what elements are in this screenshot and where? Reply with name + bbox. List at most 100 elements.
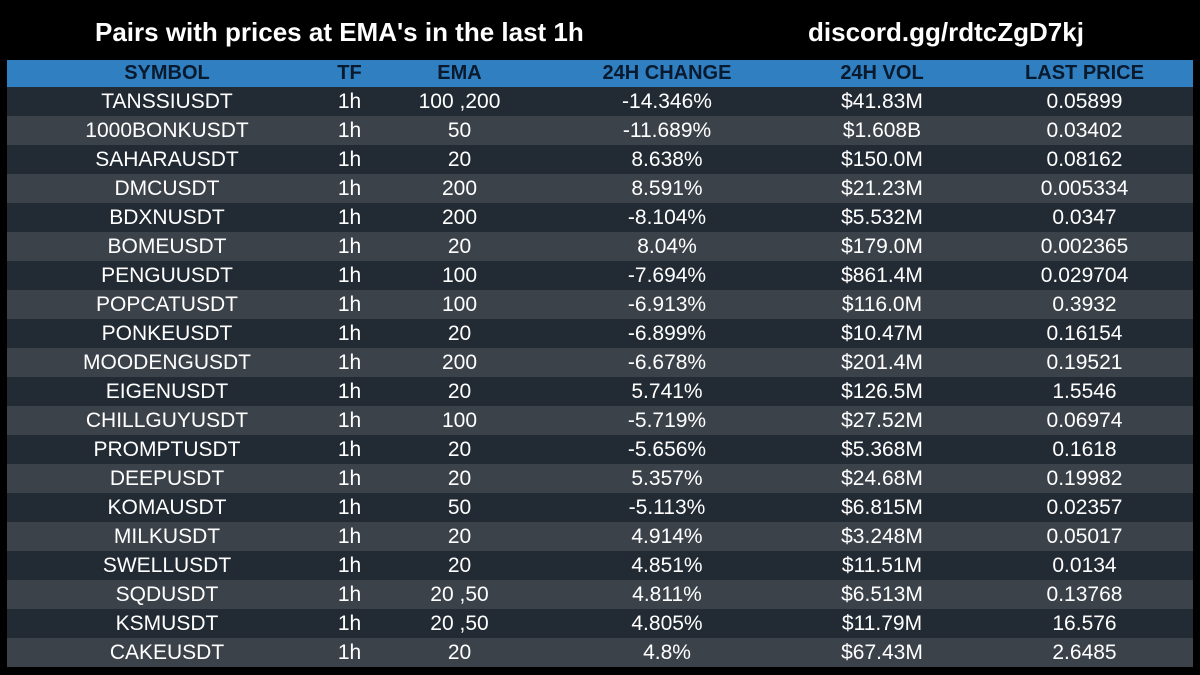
ema-cell: 50 [447, 118, 472, 142]
column-header-tf: TF [337, 62, 362, 84]
change-cell: -11.689% [622, 118, 712, 142]
table-row: CHILLGUYUSDT 1h 100 -5.719% $27.52M 0.06974 [7, 406, 1193, 435]
pairs-table: SYMBOL TF EMA 24H CHANGE 24H VOL LAST PR… [7, 60, 1193, 667]
vol-cell: $3.248M [841, 524, 923, 548]
symbol-cell: EIGENUSDT [105, 379, 229, 403]
discord-link[interactable]: discord.gg/rdtcZgD7kj [808, 17, 1084, 47]
change-cell: -7.694% [627, 263, 707, 287]
ema-cell: 200 [441, 350, 478, 374]
ema-cell: 100 [441, 292, 478, 316]
table-row: DMCUSDT 1h 200 8.591% $21.23M 0.005334 [7, 174, 1193, 203]
change-cell: -6.913% [627, 292, 707, 316]
price-cell: 0.13768 [1046, 582, 1123, 606]
vol-cell: $116.0M [841, 292, 923, 316]
price-cell: 0.3932 [1052, 292, 1117, 316]
table-row: DEEPUSDT 1h 20 5.357% $24.68M 0.19982 [7, 464, 1193, 493]
symbol-cell: DMCUSDT [114, 176, 220, 200]
ema-cell: 20 ,50 [430, 611, 489, 635]
tf-cell: 1h [337, 553, 362, 577]
symbol-cell: CAKEUSDT [109, 640, 225, 664]
price-cell: 0.1618 [1052, 437, 1117, 461]
price-cell: 2.6485 [1052, 640, 1117, 664]
ema-cell: 200 [441, 176, 478, 200]
vol-cell: $179.0M [841, 234, 923, 258]
vol-cell: $24.68M [841, 466, 923, 490]
vol-cell: $6.513M [841, 582, 923, 606]
vol-cell: $150.0M [841, 147, 923, 171]
price-cell: 0.16154 [1046, 321, 1123, 345]
ema-cell: 20 [447, 640, 472, 664]
ema-cell: 20 [447, 553, 472, 577]
tf-cell: 1h [337, 379, 362, 403]
change-cell: 5.741% [631, 379, 703, 403]
ema-cell: 20 [447, 524, 472, 548]
vol-cell: $11.51M [841, 553, 923, 577]
ema-cell: 20 [447, 466, 472, 490]
header-bar: Pairs with prices at EMA's in the last 1… [0, 0, 1200, 60]
price-cell: 0.03402 [1046, 118, 1123, 142]
tf-cell: 1h [337, 582, 362, 606]
vol-cell: $11.79M [841, 611, 923, 635]
tf-cell: 1h [337, 524, 362, 548]
ema-cell: 100 [441, 408, 478, 432]
tf-cell: 1h [337, 205, 362, 229]
symbol-cell: PONKEUSDT [101, 321, 233, 345]
tf-cell: 1h [337, 234, 362, 258]
table-row: SQDUSDT 1h 20 ,50 4.811% $6.513M 0.13768 [7, 580, 1193, 609]
symbol-cell: BDXNUSDT [109, 205, 225, 229]
symbol-cell: PENGUUSDT [101, 263, 233, 287]
tf-cell: 1h [337, 89, 362, 113]
table-row: BOMEUSDT 1h 20 8.04% $179.0M 0.002365 [7, 232, 1193, 261]
price-cell: 0.05017 [1046, 524, 1123, 548]
change-cell: 4.811% [632, 582, 702, 606]
tf-cell: 1h [337, 408, 362, 432]
vol-cell: $21.23M [841, 176, 923, 200]
tf-cell: 1h [337, 640, 362, 664]
symbol-cell: MILKUSDT [113, 524, 221, 548]
symbol-cell: SQDUSDT [115, 582, 219, 606]
ema-cell: 20 ,50 [430, 582, 489, 606]
change-cell: 8.04% [637, 234, 697, 258]
price-cell: 0.0134 [1052, 553, 1117, 577]
change-cell: -6.678% [627, 350, 707, 374]
symbol-cell: POPCATUSDT [96, 292, 238, 316]
ema-cell: 20 [447, 321, 472, 345]
tf-cell: 1h [337, 321, 362, 345]
table-row: EIGENUSDT 1h 20 5.741% $126.5M 1.5546 [7, 377, 1193, 406]
page-title: Pairs with prices at EMA's in the last 1… [95, 17, 584, 47]
tf-cell: 1h [337, 611, 362, 635]
change-cell: -14.346% [622, 89, 712, 113]
column-header-ema: EMA [437, 62, 482, 84]
ema-cell: 200 [441, 205, 478, 229]
change-cell: 5.357% [631, 466, 703, 490]
vol-cell: $67.43M [841, 640, 923, 664]
table-row: PENGUUSDT 1h 100 -7.694% $861.4M 0.029704 [7, 261, 1193, 290]
vol-cell: $5.368M [841, 437, 923, 461]
ema-cell: 20 [447, 147, 472, 171]
table-row: PONKEUSDT 1h 20 -6.899% $10.47M 0.16154 [7, 319, 1193, 348]
tf-cell: 1h [337, 466, 362, 490]
vol-cell: $41.83M [841, 89, 923, 113]
column-header-symbol: SYMBOL [124, 62, 210, 84]
column-header-24h-vol: 24H VOL [840, 62, 924, 84]
table-row: MILKUSDT 1h 20 4.914% $3.248M 0.05017 [7, 522, 1193, 551]
table-row: POPCATUSDT 1h 100 -6.913% $116.0M 0.3932 [7, 290, 1193, 319]
vol-cell: $126.5M [841, 379, 923, 403]
symbol-cell: PROMPTUSDT [93, 437, 241, 461]
tf-cell: 1h [337, 147, 362, 171]
ema-cell: 20 [447, 379, 472, 403]
table-row: PROMPTUSDT 1h 20 -5.656% $5.368M 0.1618 [7, 435, 1193, 464]
change-cell: -5.656% [627, 437, 707, 461]
price-cell: 0.029704 [1040, 263, 1129, 287]
tf-cell: 1h [337, 263, 362, 287]
ema-cell: 100 ,200 [418, 89, 501, 113]
change-cell: -5.113% [628, 495, 706, 519]
price-cell: 0.02357 [1046, 495, 1123, 519]
vol-cell: $6.815M [841, 495, 923, 519]
symbol-cell: SAHARAUSDT [95, 147, 239, 171]
change-cell: 8.638% [631, 147, 703, 171]
change-cell: 4.8% [643, 640, 691, 664]
change-cell: -6.899% [627, 321, 707, 345]
table-body: TANSSIUSDT 1h 100 ,200 -14.346% $41.83M 0.058… [7, 87, 1193, 667]
table-row: CAKEUSDT 1h 20 4.8% $67.43M 2.6485 [7, 638, 1193, 667]
